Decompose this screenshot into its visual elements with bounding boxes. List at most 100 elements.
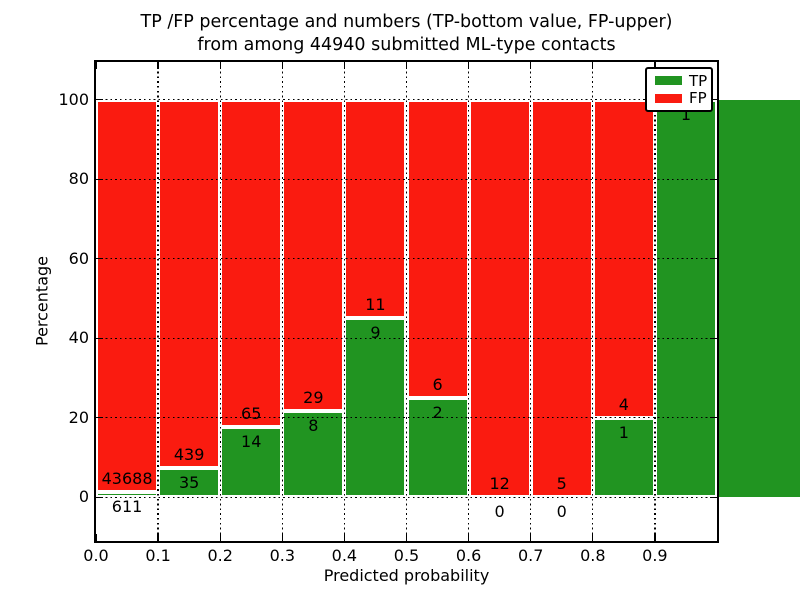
tp-count-label: 35 [178, 472, 200, 492]
y-tick-mark-right [710, 178, 717, 180]
fp-count-label: 29 [303, 388, 324, 408]
x-tick-mark-top [95, 62, 97, 69]
x-tick-mark [654, 534, 656, 541]
x-tick-mark [219, 534, 221, 541]
tp-color-swatch [655, 76, 682, 86]
fp-bar [282, 99, 345, 412]
x-tick-label: 0.5 [393, 546, 420, 565]
x-tick-label: 0.2 [207, 546, 233, 565]
fp-color-swatch [655, 93, 682, 103]
fp-count-label: 65 [241, 403, 262, 423]
x-tick-mark [281, 534, 283, 541]
x-tick-mark-top [530, 62, 532, 69]
gridline-x [467, 62, 470, 541]
y-tick-mark-right [710, 337, 717, 339]
x-tick-mark [343, 534, 346, 541]
y-tick-label: 40 [68, 328, 89, 348]
tp-count-label: 9 [370, 323, 381, 343]
gridline-x [592, 62, 594, 541]
x-tick-label: 0.9 [642, 546, 668, 565]
x-tick-label: 0.6 [455, 546, 482, 565]
fp-bar [158, 99, 221, 468]
tp-bar [282, 411, 345, 498]
x-tick-mark-top [467, 62, 470, 69]
x-tick-mark-top [592, 62, 594, 69]
fp-bar [468, 99, 531, 498]
x-tick-mark-top [343, 62, 346, 69]
x-tick-mark-top [157, 62, 159, 69]
x-tick-label: 0.0 [83, 546, 109, 565]
gridline-x [343, 62, 346, 541]
fp-count-label: 439 [173, 444, 205, 464]
gridline-x [405, 62, 408, 541]
y-tick-label: 0 [78, 487, 89, 507]
x-tick-mark-top [281, 62, 283, 69]
x-axis-label: Predicted probability [323, 566, 490, 585]
y-tick-mark [96, 178, 103, 180]
chart-title-line1: TP /FP percentage and numbers (TP-bottom… [140, 12, 673, 32]
y-tick-label: 80 [68, 169, 89, 189]
x-tick-label: 0.1 [145, 546, 171, 565]
chart-title-line2: from among 44940 submitted ML-type conta… [197, 35, 616, 55]
tp-count-label: 611 [111, 496, 143, 516]
fp-count-label: 4 [618, 394, 629, 414]
y-tick-mark [96, 258, 103, 260]
y-tick-label: 100 [58, 89, 89, 109]
x-tick-mark [530, 534, 532, 541]
fp-count-label: 11 [365, 295, 386, 315]
tp-bar [220, 426, 283, 498]
y-tick-mark [96, 99, 103, 101]
tp-count-label: 0 [494, 502, 505, 522]
y-tick-label: 60 [68, 248, 89, 268]
tp-bar-overflow [717, 99, 800, 498]
chart-title: TP /FP percentage and numbers (TP-bottom… [50, 11, 763, 57]
gridline-x [157, 62, 159, 541]
fp-bar [344, 99, 407, 319]
gridline-x [281, 62, 283, 541]
tp-bar [592, 417, 655, 498]
legend-label-fp: FP [689, 89, 707, 108]
y-tick-mark-right [710, 258, 717, 260]
x-tick-mark [467, 534, 470, 541]
x-tick-mark [405, 534, 408, 541]
tp-count-label: 0 [556, 502, 567, 522]
y-tick-label: 20 [68, 407, 89, 427]
fp-count-label: 5 [556, 474, 567, 494]
tp-bar [344, 318, 407, 498]
tp-bar [158, 467, 221, 498]
fp-bar [530, 99, 593, 498]
tp-bar [96, 491, 159, 498]
tp-count-label: 8 [308, 416, 319, 436]
y-tick-mark [96, 496, 103, 498]
tp-bar [406, 397, 469, 498]
gridline-x [219, 62, 221, 541]
x-tick-mark-top [654, 62, 656, 69]
legend-label-tp: TP [689, 71, 708, 90]
gridline-x [654, 62, 656, 541]
x-tick-label: 0.3 [269, 546, 296, 565]
fp-count-label: 6 [432, 374, 443, 394]
fp-bar [406, 99, 469, 398]
y-tick-mark-right [710, 496, 717, 498]
fp-count-label: 43688 [101, 468, 153, 488]
gridline-x [530, 62, 532, 541]
y-tick-mark [96, 417, 103, 419]
x-tick-mark [157, 534, 159, 541]
fp-bar [96, 99, 159, 492]
tp-count-label: 14 [241, 431, 262, 451]
x-tick-mark-top [219, 62, 221, 69]
fp-count-label: 12 [489, 474, 510, 494]
tp-bar [654, 99, 717, 498]
fp-bar [220, 99, 283, 427]
legend: TP FP [645, 67, 713, 112]
x-tick-mark [592, 534, 594, 541]
legend-entry-fp: FP [655, 90, 711, 106]
tp-count-label: 1 [618, 422, 629, 442]
y-tick-mark [96, 337, 103, 339]
tp-count-label: 2 [432, 402, 443, 422]
plot-area: 43688 611 439 35 65 14 29 8 11 9 6 2 12 0 5 0 4 1 1 [94, 60, 800, 543]
y-tick-mark-right [710, 417, 717, 419]
y-tick-mark-right [710, 99, 717, 101]
x-tick-label: 0.4 [331, 546, 358, 565]
